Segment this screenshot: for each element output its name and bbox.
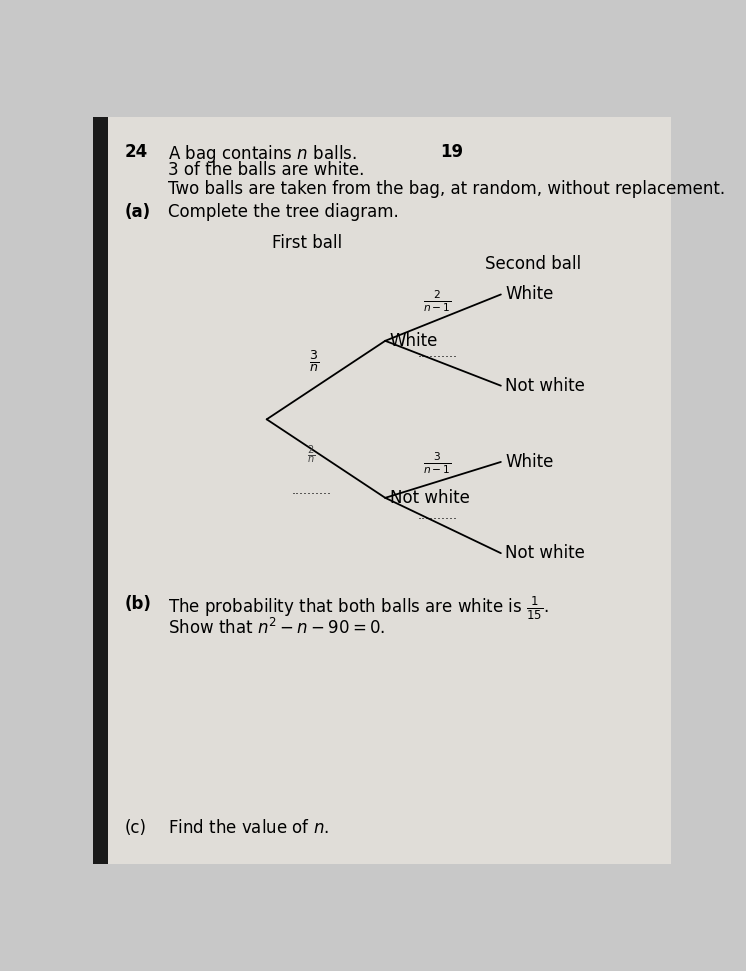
Text: 3 of the balls are white.: 3 of the balls are white. bbox=[169, 161, 365, 180]
Text: Show that $n^2-n-90=0$.: Show that $n^2-n-90=0$. bbox=[169, 618, 386, 638]
Text: White: White bbox=[506, 285, 554, 304]
Text: Not white: Not white bbox=[506, 544, 586, 562]
Text: $\frac{2}{n-1}$: $\frac{2}{n-1}$ bbox=[423, 288, 451, 314]
Text: Two balls are taken from the bag, at random, without replacement.: Two balls are taken from the bag, at ran… bbox=[169, 180, 726, 198]
Text: (c): (c) bbox=[125, 820, 147, 837]
Text: $\frac{3}{n}$: $\frac{3}{n}$ bbox=[310, 349, 319, 374]
Text: White: White bbox=[506, 452, 554, 471]
Text: ..........: .......... bbox=[292, 485, 331, 497]
Text: $\frac{2}{n}$: $\frac{2}{n}$ bbox=[307, 444, 316, 466]
FancyBboxPatch shape bbox=[107, 117, 671, 864]
Text: A bag contains $n$ balls.: A bag contains $n$ balls. bbox=[169, 143, 357, 165]
Text: Second ball: Second ball bbox=[485, 254, 580, 273]
Text: The probability that both balls are white is $\frac{1}{15}$.: The probability that both balls are whit… bbox=[169, 595, 549, 622]
Text: ..........: .......... bbox=[417, 509, 457, 521]
Text: (b): (b) bbox=[125, 595, 152, 613]
Text: (a): (a) bbox=[125, 203, 151, 220]
Bar bbox=[93, 117, 107, 864]
Text: Find the value of $n$.: Find the value of $n$. bbox=[169, 820, 330, 837]
Text: $\frac{3}{n-1}$: $\frac{3}{n-1}$ bbox=[423, 451, 451, 476]
Text: 19: 19 bbox=[440, 143, 463, 160]
Text: White: White bbox=[390, 332, 438, 350]
Text: Complete the tree diagram.: Complete the tree diagram. bbox=[169, 203, 399, 220]
Text: 24: 24 bbox=[125, 143, 148, 160]
Text: Not white: Not white bbox=[506, 377, 586, 394]
Text: ..........: .......... bbox=[417, 347, 457, 359]
Text: First ball: First ball bbox=[272, 234, 342, 251]
Text: Not white: Not white bbox=[390, 488, 470, 507]
